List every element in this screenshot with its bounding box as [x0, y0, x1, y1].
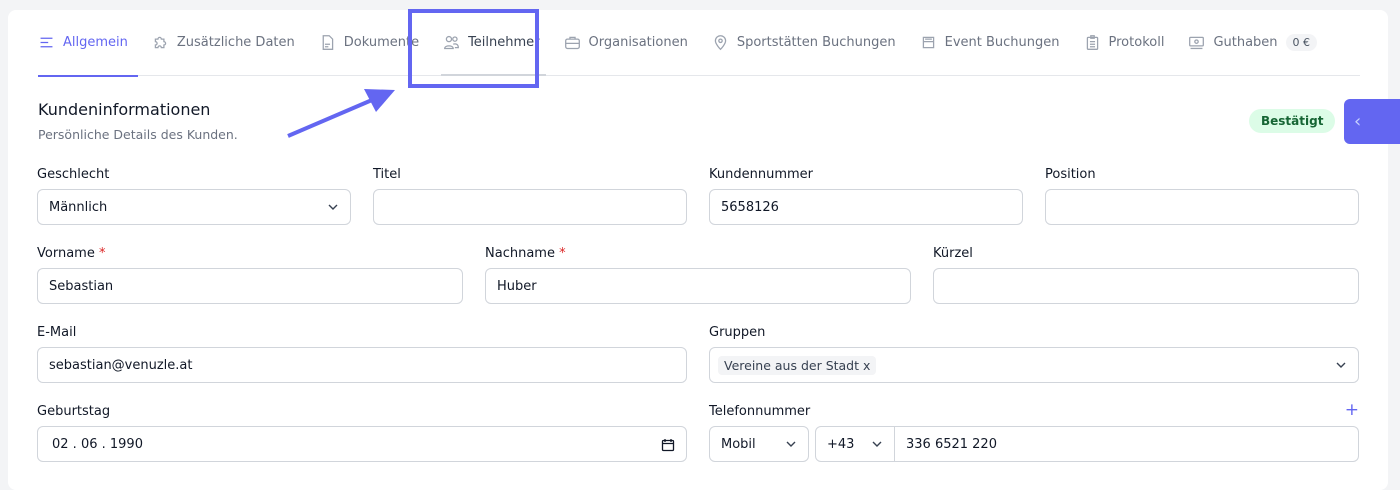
- select-value: Mobil: [721, 436, 756, 452]
- tab-bar: Allgemein Zusätzliche Daten Dokumente Te…: [38, 10, 1360, 77]
- banknote-icon: [1189, 36, 1205, 50]
- field-label: Kundennummer: [709, 167, 813, 182]
- chevron-down-icon: [786, 441, 796, 447]
- tab-dokumente[interactable]: Dokumente: [319, 10, 429, 76]
- vorname-field: Vorname * Sebastian: [37, 246, 463, 304]
- tab-guthaben[interactable]: Guthaben 0 €: [1188, 10, 1327, 76]
- field-label: Titel: [373, 167, 401, 182]
- kundennummer-input[interactable]: 5658126: [709, 189, 1023, 225]
- required-marker: *: [559, 246, 566, 261]
- briefcase-icon: [564, 36, 580, 50]
- geschlecht-field: Geschlecht Männlich: [37, 167, 351, 225]
- label-text: Vorname: [37, 246, 95, 261]
- field-label: E-Mail: [37, 325, 77, 340]
- section-title: Kundeninformationen: [38, 100, 211, 119]
- tab-sportstaetten-buchungen[interactable]: Sportstätten Buchungen: [712, 10, 906, 76]
- tab-organisationen[interactable]: Organisationen: [564, 10, 698, 76]
- tab-zusaetzliche-daten[interactable]: Zusätzliche Daten: [152, 10, 305, 76]
- email-field: E-Mail sebastian@venuzle.at: [37, 325, 687, 383]
- titel-input[interactable]: [373, 189, 687, 225]
- menu-lines-icon: [40, 37, 53, 48]
- tab-label: Organisationen: [588, 35, 688, 50]
- required-marker: *: [98, 246, 106, 261]
- country-code-select[interactable]: +43: [815, 426, 895, 462]
- field-label: Gruppen: [709, 325, 766, 340]
- chip-label: Vereine aus der Stadt: [724, 357, 860, 373]
- field-label: Vorname *: [37, 246, 463, 268]
- phone-type-select[interactable]: Mobil: [709, 426, 809, 462]
- date-value: 02 . 06 . 1990: [52, 436, 143, 452]
- telefon-field: Telefonnummer + Mobil +43 336 6521 220: [709, 400, 1359, 462]
- vorname-input[interactable]: Sebastian: [37, 268, 463, 304]
- status-badge: Bestätigt: [1249, 109, 1336, 133]
- email-input[interactable]: sebastian@venuzle.at: [37, 347, 687, 383]
- label-text: Nachname: [485, 246, 555, 261]
- balance-badge: 0 €: [1285, 34, 1318, 51]
- tab-label: Zusätzliche Daten: [176, 35, 295, 50]
- tab-label: Protokoll: [1108, 35, 1165, 50]
- geburtstag-date-input[interactable]: 02 . 06 . 1990: [37, 426, 687, 462]
- field-label: Nachname *: [485, 246, 911, 268]
- chevron-down-icon: [328, 204, 338, 210]
- position-input[interactable]: [1045, 189, 1359, 225]
- document-icon: [322, 35, 333, 50]
- gruppen-field: Gruppen Vereine aus der Stadt x: [709, 325, 1359, 383]
- select-value: Männlich: [49, 199, 108, 215]
- select-value: +43: [827, 436, 855, 452]
- geschlecht-select[interactable]: Männlich: [37, 189, 351, 225]
- kundennummer-field: Kundennummer 5658126: [709, 167, 1023, 225]
- tab-event-buchungen[interactable]: Event Buchungen: [920, 10, 1070, 76]
- nachname-input[interactable]: Huber: [485, 268, 911, 304]
- tab-label: Event Buchungen: [944, 35, 1060, 50]
- tab-label: Guthaben: [1213, 35, 1278, 50]
- field-label: Geschlecht: [37, 167, 110, 182]
- calendar-icon[interactable]: [661, 438, 675, 452]
- customer-card: Allgemein Zusätzliche Daten Dokumente Te…: [8, 10, 1388, 490]
- clipboard-icon: [1086, 35, 1098, 50]
- tab-allgemein[interactable]: Allgemein: [38, 10, 138, 77]
- chip-remove-button[interactable]: x: [863, 357, 871, 373]
- tab-label: Allgemein: [63, 35, 128, 50]
- users-icon: [444, 35, 460, 50]
- tab-protokoll[interactable]: Protokoll: [1084, 10, 1175, 76]
- chevron-down-icon: [1336, 362, 1346, 368]
- collapse-panel-button[interactable]: ‹: [1344, 99, 1400, 144]
- section-subtitle: Persönliche Details des Kunden.: [38, 127, 238, 142]
- tab-label: Dokumente: [343, 35, 420, 50]
- tab-label: Sportstätten Buchungen: [736, 35, 896, 50]
- nachname-field: Nachname * Huber: [485, 246, 911, 304]
- field-label: Position: [1045, 167, 1096, 182]
- chevron-down-icon: [872, 441, 882, 447]
- kuerzel-input[interactable]: [933, 268, 1359, 304]
- puzzle-icon: [154, 36, 167, 49]
- map-pin-icon: [714, 35, 727, 51]
- field-label: Geburtstag: [37, 404, 111, 419]
- position-field: Position: [1045, 167, 1359, 225]
- add-phone-button[interactable]: +: [1344, 400, 1359, 420]
- geburtstag-field: Geburtstag 02 . 06 . 1990: [37, 404, 687, 462]
- titel-field: Titel: [373, 167, 687, 225]
- tab-teilnehmer[interactable]: Teilnehmer: [441, 10, 549, 76]
- gruppen-multiselect[interactable]: Vereine aus der Stadt x: [709, 347, 1359, 383]
- chevron-left-icon: ‹: [1354, 111, 1362, 132]
- kuerzel-field: Kürzel: [933, 246, 1359, 304]
- group-chip: Vereine aus der Stadt x: [718, 355, 877, 375]
- phone-number-input[interactable]: 336 6521 220: [895, 426, 1359, 462]
- inbox-stack-icon: [922, 36, 934, 49]
- field-label: Kürzel: [933, 246, 973, 261]
- tab-label: Teilnehmer: [468, 35, 540, 50]
- field-label: Telefonnummer: [709, 404, 811, 419]
